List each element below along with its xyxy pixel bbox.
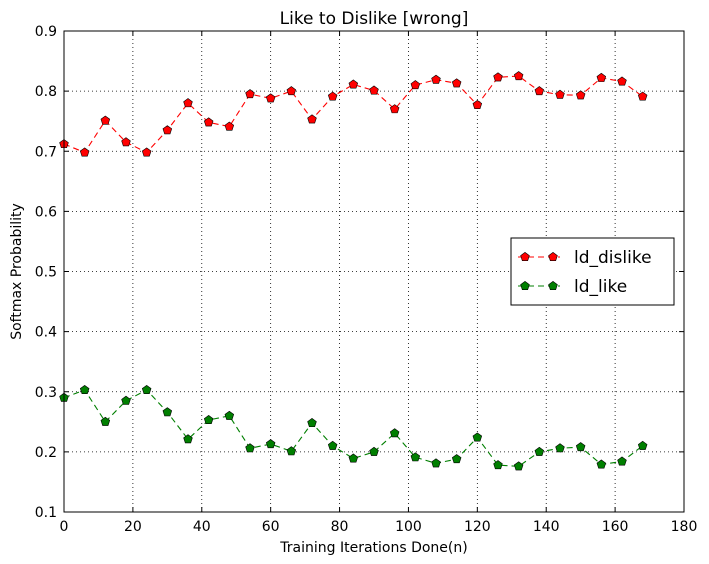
data-point-ld_like (162, 407, 173, 417)
data-point-ld_dislike (348, 79, 359, 89)
data-point-ld_dislike (472, 99, 483, 109)
data-point-ld_like (637, 440, 648, 450)
data-point-ld_dislike (534, 86, 545, 96)
data-point-ld_like (286, 446, 297, 456)
data-point-ld_dislike (451, 78, 462, 88)
legend-label-ld_dislike: ld_dislike (574, 248, 652, 268)
y-tick-label: 0.7 (35, 144, 57, 160)
data-point-ld_like (224, 410, 235, 420)
data-point-ld_like (410, 452, 421, 462)
data-point-ld_dislike (369, 85, 379, 95)
data-point-ld_dislike (431, 74, 441, 84)
data-point-ld_dislike (637, 91, 648, 101)
x-tick-label: 40 (193, 519, 211, 535)
legend-marker-ld_like (548, 281, 558, 291)
y-tick-label: 0.2 (35, 445, 57, 461)
legend-marker-ld_like (520, 281, 530, 291)
data-point-ld_like (431, 458, 441, 468)
data-point-ld_dislike (224, 121, 235, 131)
data-point-ld_dislike (286, 86, 297, 96)
data-point-ld_like (389, 428, 400, 438)
data-point-ld_dislike (265, 93, 276, 103)
data-point-ld_dislike (575, 90, 586, 100)
legend-marker-ld_dislike (548, 252, 558, 262)
chart-title: Like to Dislike [wrong] (280, 9, 469, 29)
data-point-ld_like (369, 446, 379, 456)
data-point-ld_dislike (513, 71, 524, 81)
y-tick-label: 0.3 (35, 385, 57, 401)
data-point-ld_like (141, 384, 152, 394)
data-point-ld_dislike (100, 115, 111, 125)
x-tick-label: 20 (124, 519, 142, 535)
data-point-ld_dislike (121, 137, 131, 147)
data-point-ld_like (265, 439, 276, 449)
legend: ld_dislike ld_like (510, 237, 675, 306)
data-point-ld_dislike (327, 91, 338, 101)
y-tick-label: 0.4 (35, 325, 57, 341)
x-tick-label: 140 (533, 519, 560, 535)
series-line-ld_dislike (63, 75, 643, 154)
data-point-ld_dislike (555, 89, 565, 99)
data-point-ld_like (513, 461, 524, 471)
data-point-ld_like (575, 442, 586, 452)
data-point-ld_dislike (389, 104, 400, 114)
series-layer (59, 71, 648, 471)
y-tick-label: 0.1 (35, 505, 57, 521)
data-point-ld_like (183, 434, 193, 444)
data-point-ld_like (327, 440, 338, 450)
data-point-ld_dislike (79, 147, 90, 157)
data-point-ld_dislike (141, 147, 152, 157)
data-point-ld_dislike (162, 125, 173, 135)
x-tick-label: 120 (464, 519, 491, 535)
y-tick-label: 0.9 (35, 24, 57, 40)
x-tick-label: 100 (395, 519, 422, 535)
data-point-ld_like (121, 395, 131, 405)
data-point-ld_like (596, 459, 607, 469)
data-point-ld_dislike (493, 72, 503, 82)
data-point-ld_dislike (203, 117, 214, 127)
data-point-ld_like (100, 416, 111, 426)
data-point-ld_like (245, 443, 255, 453)
data-point-ld_like (534, 446, 545, 456)
data-point-ld_dislike (245, 89, 255, 99)
data-point-ld_like (555, 443, 565, 453)
data-point-ld_like (493, 460, 503, 470)
data-point-ld_like (307, 418, 317, 428)
legend-label-ld_like: ld_like (574, 277, 627, 297)
data-point-ld_dislike (307, 114, 317, 124)
x-tick-label: 160 (602, 519, 629, 535)
x-tick-label: 80 (331, 519, 349, 535)
legend-marker-ld_dislike (520, 252, 530, 262)
data-point-ld_like (451, 454, 462, 464)
data-point-ld_dislike (596, 72, 607, 82)
legend-box (510, 237, 675, 306)
data-point-ld_like (348, 453, 359, 463)
data-point-ld_like (203, 415, 214, 425)
y-tick-label: 0.5 (35, 265, 57, 281)
y-tick-label: 0.6 (35, 204, 57, 220)
series-line-ld_like (63, 389, 644, 467)
data-point-ld_dislike (617, 76, 627, 86)
data-point-ld_like (617, 456, 627, 466)
data-point-ld_dislike (183, 98, 193, 108)
data-point-ld_like (79, 384, 90, 394)
y-tick-label: 0.8 (35, 84, 57, 100)
x-axis-label: Training Iterations Done(n) (279, 540, 467, 556)
x-tick-label: 180 (671, 519, 698, 535)
x-tick-label: 60 (262, 519, 280, 535)
data-point-ld_like (472, 432, 483, 442)
x-tick-label: 0 (60, 519, 69, 535)
data-point-ld_dislike (410, 80, 421, 90)
y-axis-label: Softmax Probability (9, 203, 25, 340)
ticks: 0 20 40 60 80 100 120 140 160 180 0.1 0.2 0.3 0.4 0.5 0… (35, 24, 698, 535)
